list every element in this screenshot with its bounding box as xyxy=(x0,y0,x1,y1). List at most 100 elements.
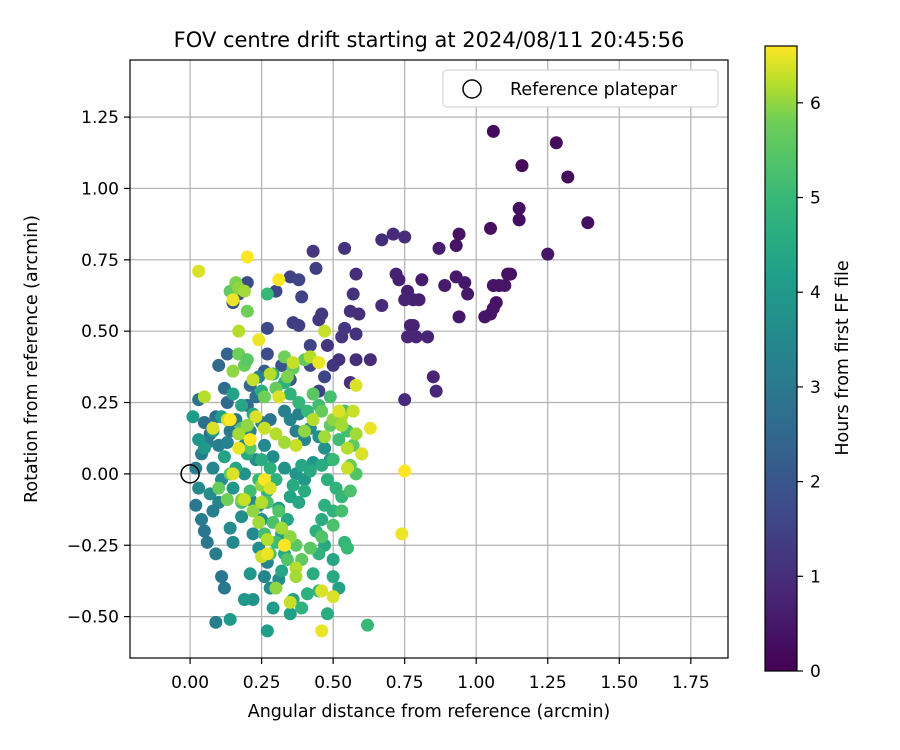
data-point xyxy=(398,230,412,244)
data-point xyxy=(278,435,292,449)
colorbar-ticks: 0 1 2 3 4 5 6 xyxy=(797,94,821,682)
data-point xyxy=(275,564,289,578)
legend-label: Reference platepar xyxy=(510,80,678,100)
data-point xyxy=(289,570,303,584)
data-point xyxy=(260,624,274,638)
data-point xyxy=(298,424,312,438)
data-point xyxy=(206,461,220,475)
data-point xyxy=(561,170,575,184)
data-point xyxy=(280,553,294,567)
legend: Reference platepar xyxy=(442,69,719,108)
data-point xyxy=(315,404,329,418)
data-point xyxy=(255,453,269,467)
x-tick-label: 1.50 xyxy=(600,673,638,693)
data-point xyxy=(237,592,251,606)
colorbar-tick-label: 1 xyxy=(810,567,821,587)
data-point xyxy=(332,353,346,367)
plot-area xyxy=(129,59,729,659)
y-tick-label: 1.25 xyxy=(81,108,119,128)
data-point xyxy=(246,504,260,518)
data-point xyxy=(398,393,412,407)
data-point xyxy=(512,201,526,215)
data-point xyxy=(349,267,363,281)
data-point xyxy=(318,441,332,455)
data-point xyxy=(289,438,303,452)
data-point xyxy=(349,378,363,392)
data-point xyxy=(549,136,563,150)
data-point xyxy=(340,461,354,475)
data-point xyxy=(212,481,226,495)
colorbar-label: Hours from first FF file xyxy=(833,260,853,455)
y-tick-label: 0.25 xyxy=(81,394,119,414)
x-tick-label: 1.25 xyxy=(529,673,567,693)
data-point xyxy=(306,244,320,258)
legend-box xyxy=(442,69,719,108)
data-point xyxy=(192,264,206,278)
data-point xyxy=(260,321,274,335)
data-point xyxy=(263,461,277,475)
data-point xyxy=(217,450,231,464)
data-point xyxy=(215,570,229,584)
data-points xyxy=(186,124,595,638)
data-point xyxy=(375,233,389,247)
data-point xyxy=(240,250,254,264)
data-point xyxy=(220,347,234,361)
x-tick-label: 0.25 xyxy=(243,673,281,693)
y-tick-label: −0.50 xyxy=(67,608,119,628)
data-point xyxy=(280,370,294,384)
data-point xyxy=(515,159,529,173)
data-point xyxy=(286,356,300,370)
data-point xyxy=(335,418,349,432)
data-point xyxy=(349,427,363,441)
data-point xyxy=(349,353,363,367)
data-point xyxy=(452,227,466,241)
data-point xyxy=(217,581,231,595)
data-point xyxy=(226,293,240,307)
data-point xyxy=(243,433,257,447)
data-point xyxy=(429,384,443,398)
data-point xyxy=(332,404,346,418)
data-point xyxy=(426,370,440,384)
legend-marker-icon xyxy=(462,79,482,99)
data-point xyxy=(392,273,406,287)
data-point xyxy=(332,433,346,447)
data-point xyxy=(278,461,292,475)
data-point xyxy=(232,324,246,338)
data-point xyxy=(315,513,329,527)
data-point xyxy=(186,410,200,424)
data-point xyxy=(315,458,329,472)
data-point xyxy=(318,324,332,338)
data-point xyxy=(363,353,377,367)
data-point xyxy=(220,435,234,449)
data-point xyxy=(260,347,274,361)
data-point xyxy=(283,607,297,621)
data-point xyxy=(315,584,329,598)
y-tick-label: 1.00 xyxy=(81,179,119,199)
data-point xyxy=(226,467,240,481)
data-point xyxy=(192,481,206,495)
data-point xyxy=(246,527,260,541)
x-axis-label: Angular distance from reference (arcmin) xyxy=(248,702,611,722)
data-point xyxy=(249,410,263,424)
data-point xyxy=(295,290,309,304)
data-point xyxy=(318,430,332,444)
colorbar-tick-label: 3 xyxy=(810,378,821,398)
data-point xyxy=(189,461,203,475)
data-point xyxy=(504,267,518,281)
data-point xyxy=(303,464,317,478)
data-point xyxy=(235,510,249,524)
data-point xyxy=(206,504,220,518)
data-point xyxy=(260,533,274,547)
data-point xyxy=(306,567,320,581)
data-point xyxy=(257,390,271,404)
data-point xyxy=(272,273,286,287)
data-point xyxy=(272,390,286,404)
data-point xyxy=(220,493,234,507)
data-point xyxy=(223,413,237,427)
data-point xyxy=(355,447,369,461)
data-point xyxy=(346,287,360,301)
data-point xyxy=(486,124,500,138)
data-point xyxy=(298,484,312,498)
data-point xyxy=(386,227,400,241)
data-point xyxy=(257,438,271,452)
